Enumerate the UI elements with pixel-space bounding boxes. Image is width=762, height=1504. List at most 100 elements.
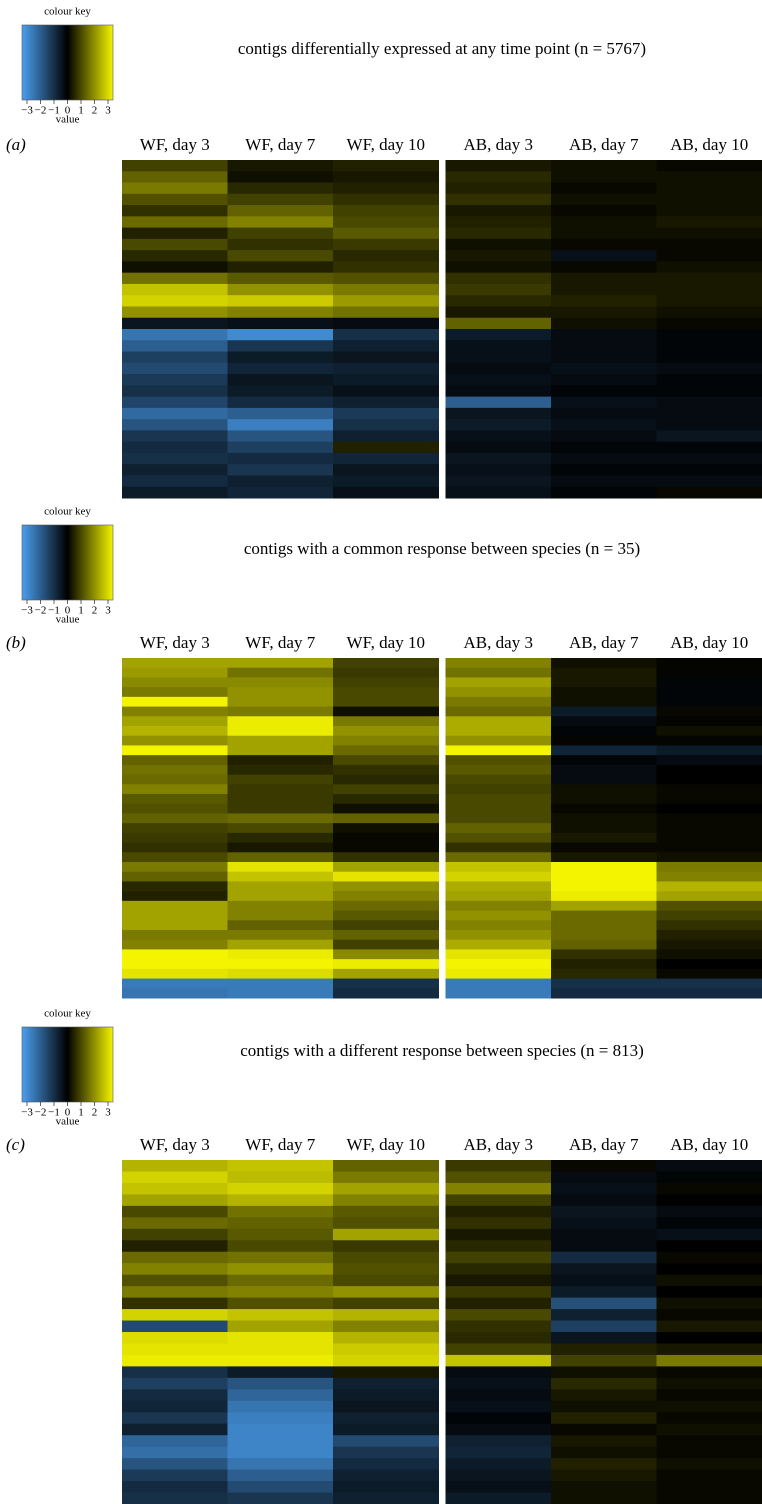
heatmap-cell — [122, 1217, 228, 1230]
heatmap-cell — [333, 716, 439, 727]
heatmap-cell — [656, 329, 762, 341]
heatmap-cell — [551, 486, 657, 499]
heatmap-cell — [227, 900, 334, 912]
heatmap-cell — [122, 227, 228, 240]
heatmap-cell — [445, 745, 552, 756]
heatmap-cell — [333, 1423, 439, 1436]
heatmap-cell — [551, 1251, 657, 1264]
heatmap-cell — [333, 396, 439, 409]
heatmap-cell — [333, 385, 439, 398]
heatmap-cell — [333, 216, 439, 229]
heatmap-cell — [333, 340, 439, 353]
heatmap-cell — [227, 842, 334, 853]
heatmap-cell — [551, 667, 657, 678]
heatmap-cell — [445, 706, 552, 717]
heatmap-cell — [656, 1366, 762, 1379]
heatmap-cell — [333, 920, 439, 931]
heatmap-cell — [333, 1240, 439, 1253]
heatmap-cell — [551, 351, 657, 364]
column-label: WF, day 7 — [245, 135, 315, 154]
heatmap-cell — [333, 374, 439, 386]
heatmap-cell — [445, 317, 552, 330]
heatmap-cell — [333, 1400, 439, 1413]
heatmap-cell — [122, 677, 228, 688]
heatmap-cell — [656, 667, 762, 678]
heatmap-cell — [656, 1446, 762, 1459]
heatmap-cell — [551, 362, 657, 375]
heatmap-cell — [656, 1481, 762, 1494]
heatmap-cell — [122, 182, 228, 195]
heatmap-cell — [445, 182, 552, 195]
heatmap-cell — [122, 823, 228, 834]
heatmap-cell — [656, 891, 762, 902]
chart-title: contigs differentially expressed at any … — [238, 39, 646, 58]
heatmap-cell — [445, 295, 552, 307]
heatmap-cell — [227, 1274, 334, 1287]
heatmap-cell — [551, 687, 657, 698]
heatmap-cell — [333, 1194, 439, 1207]
heatmap-cell — [445, 1458, 552, 1471]
column-label: WF, day 10 — [347, 1135, 425, 1154]
heatmap-cell — [227, 475, 334, 488]
heatmap-cell — [551, 1182, 657, 1195]
heatmap-cell — [656, 1171, 762, 1184]
heatmap-cell — [445, 1423, 552, 1436]
heatmap-cell — [445, 362, 552, 375]
heatmap-cell — [445, 852, 552, 863]
heatmap-cell — [551, 1194, 657, 1207]
heatmap-cell — [445, 832, 552, 844]
heatmap-cell — [656, 784, 762, 795]
heatmap-cell — [227, 193, 334, 206]
colorbar-title: colour key — [44, 1008, 91, 1020]
heatmap-cell — [656, 1240, 762, 1253]
heatmap-cell — [551, 1377, 657, 1390]
heatmap-cell — [122, 794, 228, 805]
heatmap-cell — [445, 396, 552, 409]
heatmap-cell — [551, 813, 657, 824]
heatmap-cell — [333, 1286, 439, 1299]
heatmap-cell — [227, 930, 334, 941]
heatmap-cell — [227, 385, 334, 398]
heatmap-cell — [445, 216, 552, 229]
heatmap-cell — [333, 1389, 439, 1402]
heatmap-cell — [333, 764, 439, 776]
heatmap-cell — [551, 1343, 657, 1356]
heatmap-cell — [122, 959, 228, 970]
heatmap-cell — [333, 784, 439, 795]
heatmap-cell — [551, 706, 657, 717]
heatmap-cell — [445, 475, 552, 488]
heatmap-cell — [333, 910, 439, 921]
heatmap-cell — [445, 193, 552, 206]
heatmap-cell — [656, 1194, 762, 1207]
heatmap-cell — [551, 696, 657, 708]
heatmap-cell — [333, 1458, 439, 1471]
colorbar-tick-label: −1 — [48, 605, 60, 617]
heatmap-cell — [445, 716, 552, 727]
heatmap-cell — [227, 794, 334, 805]
heatmap-cell — [227, 182, 334, 195]
heatmap-cell — [656, 385, 762, 398]
heatmap-cell — [656, 1320, 762, 1333]
heatmap-cell — [551, 407, 657, 420]
heatmap-cell — [227, 227, 334, 240]
heatmap-cell — [656, 238, 762, 251]
column-label: WF, day 10 — [347, 135, 425, 154]
heatmap-cell — [333, 852, 439, 863]
heatmap-cell — [333, 745, 439, 756]
heatmap-cell — [333, 1274, 439, 1287]
heatmap-cell — [445, 227, 552, 240]
heatmap-cell — [227, 374, 334, 386]
heatmap-cell — [445, 794, 552, 805]
heatmap-cell — [122, 272, 228, 285]
heatmap-cell — [227, 988, 334, 999]
colorbar-tick-label: 0 — [65, 105, 71, 117]
heatmap-cell — [333, 832, 439, 844]
heatmap-cell — [122, 764, 228, 776]
column-label: WF, day 3 — [140, 633, 210, 652]
heatmap-cell — [333, 1343, 439, 1356]
heatmap-cell — [551, 1297, 657, 1310]
heatmap-cell — [551, 1481, 657, 1494]
heatmap-cell — [333, 475, 439, 488]
heatmap-cell — [551, 1492, 657, 1504]
heatmap-cell — [333, 419, 439, 431]
